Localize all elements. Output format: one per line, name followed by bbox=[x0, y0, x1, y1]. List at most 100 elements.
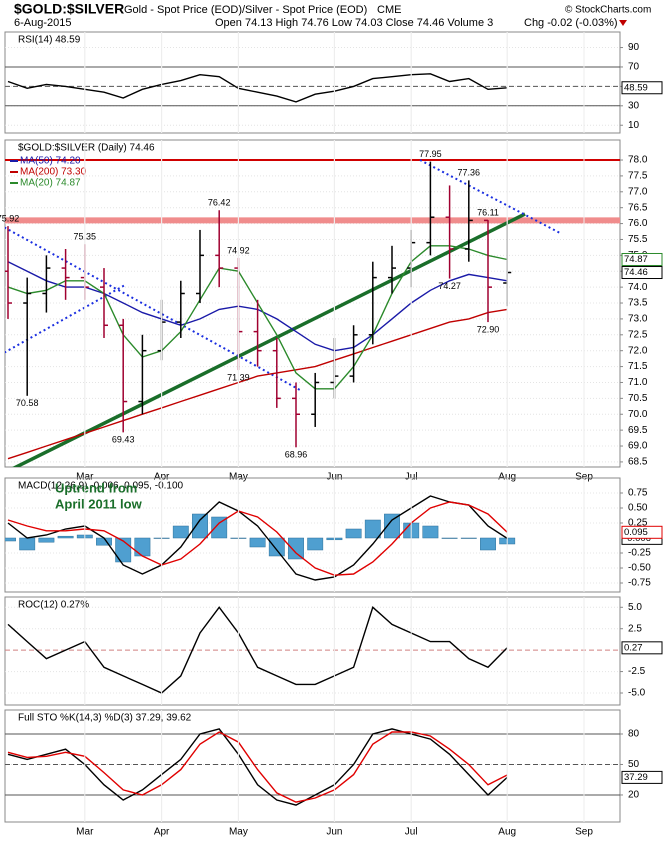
high-label: 77.95 bbox=[419, 149, 442, 159]
annotation: April 2011 low bbox=[55, 496, 143, 511]
y-tick-label: -0.25 bbox=[628, 548, 651, 559]
low-label: 70.58 bbox=[16, 398, 39, 408]
y-tick-label: 0.75 bbox=[628, 488, 648, 499]
y-tick-label: 74.0 bbox=[628, 282, 648, 293]
quote: Open 74.13 High 74.76 Low 74.03 Close 74… bbox=[215, 17, 493, 29]
histogram-bar bbox=[57, 535, 74, 539]
histogram-bar bbox=[192, 513, 208, 539]
panel bbox=[5, 47, 620, 126]
date: 6-Aug-2015 bbox=[14, 17, 72, 29]
exchange: CME bbox=[377, 4, 401, 16]
credit: © StockCharts.com bbox=[565, 5, 651, 16]
value-tag bbox=[621, 641, 663, 655]
panel bbox=[5, 492, 620, 584]
value-tag-label: 74.87 bbox=[624, 254, 648, 265]
panel bbox=[5, 728, 620, 806]
trendline bbox=[12, 212, 526, 467]
x-tick-label: May bbox=[229, 472, 248, 483]
histogram-bar bbox=[384, 513, 400, 539]
x-tick-label: Mar bbox=[76, 827, 94, 838]
x-tick-label: Mar bbox=[76, 472, 94, 483]
y-tick-label: 80 bbox=[628, 729, 640, 740]
y-tick-label: -2.5 bbox=[628, 666, 646, 677]
x-tick-label: Apr bbox=[154, 472, 170, 483]
value-tag-label: 48.59 bbox=[624, 82, 648, 93]
value-tag bbox=[621, 525, 663, 539]
y-tick-label: 90 bbox=[628, 42, 640, 53]
y-tick-label: 30 bbox=[628, 100, 640, 111]
y-tick-label: 76.5 bbox=[628, 202, 648, 213]
series-line bbox=[7, 606, 508, 694]
y-tick-label: 75.5 bbox=[628, 234, 648, 245]
chart-title: $GOLD:$SILVER bbox=[14, 1, 124, 17]
panel-title: MACD(12,26,9) -0.006, 0.095, -0.100 bbox=[18, 481, 184, 492]
low-label: 74.27 bbox=[438, 281, 461, 291]
panel-title: RSI(14) 48.59 bbox=[18, 35, 81, 46]
x-tick-label: Aug bbox=[498, 827, 516, 838]
y-tick-label: 77.0 bbox=[628, 186, 648, 197]
x-tick-label: Apr bbox=[154, 827, 170, 838]
trendline bbox=[419, 159, 561, 234]
histogram-bar bbox=[19, 537, 36, 551]
histogram-bar bbox=[268, 537, 285, 557]
y-tick-label: 72.5 bbox=[628, 329, 648, 340]
histogram-bar bbox=[441, 537, 458, 539]
x-tick-label: Aug bbox=[498, 472, 516, 483]
y-tick-label: 68.5 bbox=[628, 457, 648, 468]
histogram-bar bbox=[5, 537, 16, 542]
high-label: 76.42 bbox=[208, 198, 231, 208]
high-label: 76.11 bbox=[477, 207, 499, 217]
value-tag bbox=[621, 770, 663, 784]
panel-title: Full STO %K(14,3) %D(3) 37.29, 39.62 bbox=[18, 713, 192, 724]
y-tick-label: 76.0 bbox=[628, 218, 648, 229]
histogram-bar bbox=[38, 537, 55, 543]
histogram-bar bbox=[480, 537, 496, 551]
y-tick-label: 69.0 bbox=[628, 441, 648, 452]
series-line bbox=[7, 73, 508, 103]
histogram-bar bbox=[307, 537, 324, 551]
y-tick-label: 0.50 bbox=[628, 503, 648, 514]
y-tick-label: 71.0 bbox=[628, 377, 648, 388]
histogram-bar bbox=[211, 516, 228, 539]
down-arrow bbox=[619, 20, 627, 26]
value-tag bbox=[621, 81, 663, 95]
panel-frame bbox=[4, 477, 621, 593]
trendline bbox=[5, 226, 301, 391]
trendline bbox=[5, 284, 126, 354]
panel bbox=[5, 606, 620, 694]
x-tick-label: Jul bbox=[405, 472, 418, 483]
value-tag bbox=[621, 252, 663, 266]
value-tag-label: 74.46 bbox=[624, 267, 648, 278]
y-tick-label: 0.25 bbox=[628, 518, 648, 529]
value-tag-label: 0.095 bbox=[624, 527, 648, 538]
y-tick-label: 2.5 bbox=[628, 623, 642, 634]
y-tick-label: -5.0 bbox=[628, 688, 646, 699]
y-tick-label: 50 bbox=[628, 759, 640, 770]
panel bbox=[5, 159, 620, 467]
low-label: 72.90 bbox=[477, 324, 500, 334]
value-tag-label: 37.29 bbox=[624, 772, 648, 783]
y-tick-label: 71.5 bbox=[628, 361, 648, 372]
series-line bbox=[7, 308, 508, 460]
y-tick-label: -0.50 bbox=[628, 563, 651, 574]
x-tick-label: Jun bbox=[326, 827, 342, 838]
legend-label: MA(200) 73.30 bbox=[20, 167, 87, 178]
legend-label: MA(20) 74.87 bbox=[20, 178, 81, 189]
histogram-bar bbox=[249, 537, 266, 548]
histogram-bar bbox=[422, 525, 439, 539]
y-tick-label: -0.75 bbox=[628, 578, 651, 589]
y-tick-label: 72.0 bbox=[628, 345, 648, 356]
series-line bbox=[7, 731, 508, 803]
y-tick-label: 73.0 bbox=[628, 314, 648, 325]
chart-subtitle: Gold - Spot Price (EOD)/Silver - Spot Pr… bbox=[124, 4, 367, 16]
panel-title: $GOLD:$SILVER (Daily) 74.46 bbox=[18, 143, 155, 154]
histogram-bar bbox=[172, 525, 189, 539]
y-tick-label: 70 bbox=[628, 62, 640, 73]
y-tick-label: 69.5 bbox=[628, 425, 648, 436]
annotation: Uptrend from bbox=[55, 480, 137, 495]
panel-frame bbox=[4, 31, 621, 134]
histogram-bar bbox=[288, 537, 304, 560]
low-label: 69.43 bbox=[112, 435, 135, 445]
